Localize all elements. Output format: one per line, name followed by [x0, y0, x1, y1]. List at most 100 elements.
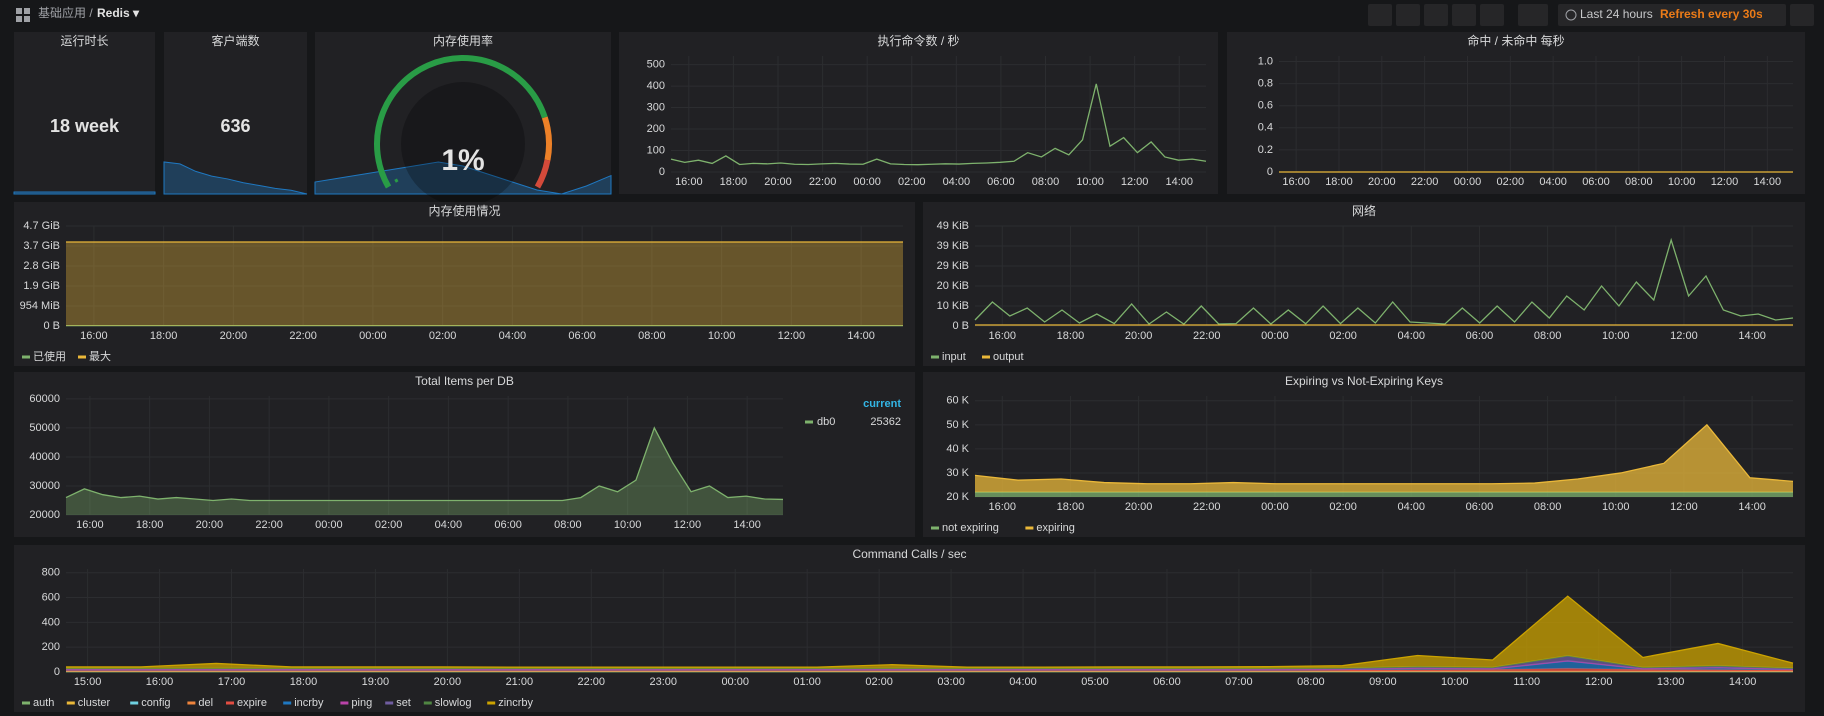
y-tick-label: 3.7 GiB — [23, 240, 60, 252]
top-bar: 基础应用 / Redis ▾ Last 24 hours Refresh eve… — [16, 4, 1814, 26]
panel-title: Expiring vs Not-Expiring Keys — [1285, 374, 1443, 388]
legend-label: auth — [33, 697, 54, 709]
x-tick-label: 13:00 — [1657, 676, 1685, 688]
series-area — [975, 492, 1793, 497]
panel: 网络 0 B 10 KiB 20 KiB 29 KiB 39 KiB 49 KiB 16:00… — [923, 202, 1805, 366]
y-tick-label: 200 — [647, 123, 665, 135]
add-panel-button[interactable] — [1368, 4, 1392, 26]
save-button[interactable] — [1452, 4, 1476, 26]
time-range[interactable]: Last 24 hours — [1580, 7, 1653, 21]
legend-header: current — [863, 398, 901, 410]
x-tick-label: 16:00 — [76, 519, 104, 531]
series-line — [66, 595, 1794, 668]
x-tick-label: 02:00 — [865, 676, 893, 688]
y-tick-label: 0.2 — [1258, 144, 1273, 156]
panel-background — [14, 32, 155, 194]
share-button[interactable] — [1424, 4, 1448, 26]
x-tick-label: 14:00 — [1754, 176, 1782, 188]
x-tick-label: 08:00 — [1534, 501, 1562, 513]
x-tick-label: 08:00 — [1534, 330, 1562, 342]
x-tick-label: 08:00 — [1625, 176, 1653, 188]
clock-icon — [1565, 9, 1577, 21]
x-tick-label: 20:00 — [1125, 501, 1153, 513]
x-tick-label: 02:00 — [429, 330, 457, 342]
x-tick-label: 18:00 — [1325, 176, 1353, 188]
x-tick-label: 16:00 — [146, 676, 174, 688]
tv-mode-button[interactable] — [1518, 4, 1548, 26]
sparkline — [163, 161, 308, 195]
grid-icon[interactable] — [24, 8, 30, 14]
gauge-value-arc — [394, 178, 399, 183]
x-tick-label: 14:00 — [1738, 501, 1766, 513]
panel: 内存使用情况 0 B 954 MiB 1.9 GiB 2.8 GiB 3.7 GiB 4.7… — [14, 202, 915, 366]
x-tick-label: 16:00 — [1282, 176, 1310, 188]
legend-label: 已使用 — [33, 350, 66, 363]
y-tick-label: 1.0 — [1258, 55, 1273, 67]
x-tick-label: 08:00 — [1032, 176, 1060, 188]
time-picker[interactable] — [1558, 4, 1768, 26]
x-tick-label: 22:00 — [255, 519, 283, 531]
panel-title: 客户端数 — [211, 33, 259, 48]
refresh-button[interactable] — [1790, 4, 1814, 26]
y-tick-label: 20000 — [29, 509, 60, 521]
panel: Expiring vs Not-Expiring Keys 20 K 30 K 40 … — [923, 372, 1805, 537]
y-tick-label: 0 B — [952, 320, 969, 332]
stat-value: 636 — [220, 116, 250, 136]
x-tick-label: 21:00 — [506, 676, 534, 688]
x-tick-label: 18:00 — [720, 176, 748, 188]
series-area — [975, 424, 1793, 493]
y-tick-label: 20 K — [946, 491, 969, 503]
x-tick-label: 02:00 — [1497, 176, 1525, 188]
stat-value: 18 week — [50, 116, 120, 136]
y-tick-label: 60000 — [29, 393, 60, 405]
x-tick-label: 04:00 — [1398, 330, 1426, 342]
x-tick-label: 22:00 — [578, 676, 606, 688]
gauge-threshold — [534, 159, 551, 189]
grid-icon[interactable] — [16, 16, 22, 22]
panel: 内存使用率 1% — [314, 32, 612, 206]
x-tick-label: 06:00 — [1153, 676, 1181, 688]
panel-background — [164, 32, 307, 194]
x-tick-label: 19:00 — [362, 676, 390, 688]
x-tick-label: 22:00 — [1193, 501, 1221, 513]
zoom-button[interactable] — [1762, 4, 1786, 26]
legend-label: 最大 — [89, 349, 111, 363]
gauge-background — [401, 82, 525, 206]
x-tick-label: 04:00 — [1398, 501, 1426, 513]
refresh-interval[interactable]: Refresh every 30s — [1660, 7, 1763, 21]
x-tick-label: 12:00 — [1711, 176, 1739, 188]
series-line — [670, 83, 1207, 166]
y-tick-label: 30 K — [946, 467, 969, 479]
dashboard-name[interactable]: Redis ▾ — [97, 6, 140, 20]
x-tick-label: 18:00 — [1057, 330, 1085, 342]
y-tick-label: 40000 — [29, 451, 60, 463]
x-tick-label: 04:00 — [1539, 176, 1567, 188]
grid-icon[interactable] — [24, 16, 30, 22]
x-tick-label: 18:00 — [1057, 501, 1085, 513]
settings-button[interactable] — [1480, 4, 1504, 26]
x-tick-label: 22:00 — [1193, 330, 1221, 342]
y-tick-label: 40 K — [946, 443, 969, 455]
series-line — [974, 237, 1794, 326]
x-tick-label: 00:00 — [1454, 176, 1482, 188]
breadcrumb[interactable]: 基础应用 / — [38, 5, 93, 20]
x-tick-label: 15:00 — [74, 676, 102, 688]
x-tick-label: 00:00 — [721, 676, 749, 688]
x-tick-label: 10:00 — [1441, 676, 1469, 688]
series-area — [66, 242, 903, 326]
grid-icon[interactable] — [16, 8, 22, 14]
legend-label: output — [993, 351, 1024, 363]
y-tick-label: 0 — [54, 666, 60, 678]
x-tick-label: 10:00 — [1076, 176, 1104, 188]
legend-label: incrby — [294, 697, 324, 709]
panel-title: 网络 — [1352, 203, 1376, 218]
x-tick-label: 10:00 — [614, 519, 642, 531]
y-tick-label: 4.7 GiB — [23, 220, 60, 232]
x-tick-label: 00:00 — [1261, 330, 1289, 342]
y-tick-label: 30000 — [29, 480, 60, 492]
x-tick-label: 22:00 — [1411, 176, 1439, 188]
x-tick-label: 06:00 — [568, 330, 596, 342]
x-tick-label: 07:00 — [1225, 676, 1253, 688]
star-button[interactable] — [1396, 4, 1420, 26]
